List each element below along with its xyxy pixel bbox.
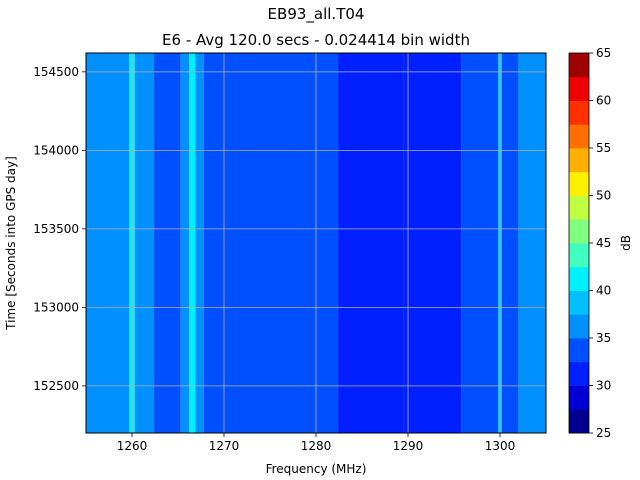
colorbar-segment	[569, 124, 589, 149]
colorbar	[568, 52, 590, 434]
heatmap-band-5	[189, 53, 196, 433]
x-tick-label: 1280	[301, 439, 332, 453]
colorbar-tick-label: 30	[596, 379, 611, 393]
x-tick-label: 1260	[117, 439, 148, 453]
colorbar-ticks: 25 30 35 40 45 50 55 60 65	[589, 46, 611, 440]
heatmap-band-6	[195, 53, 204, 433]
heatmap-band-13	[518, 53, 546, 433]
colorbar-tick-label: 65	[596, 46, 611, 60]
heatmap-band-0	[86, 53, 130, 433]
colorbar-tick-label: 60	[596, 94, 611, 108]
x-tick-label: 1270	[209, 439, 240, 453]
colorbar-label: dB	[619, 235, 633, 251]
colorbar-segment	[569, 195, 589, 220]
colorbar-tick-label: 40	[596, 284, 611, 298]
colorbar-segment	[569, 338, 589, 363]
y-tick-label: 153000	[33, 300, 79, 314]
heatmap-band-3	[154, 53, 181, 433]
heatmap-band-9	[403, 53, 462, 433]
colorbar-tick-label: 45	[596, 236, 611, 250]
colorbar-segment	[569, 243, 589, 268]
colorbar-segment	[569, 53, 589, 78]
colorbar-segment	[569, 76, 589, 101]
colorbar-tick-label: 35	[596, 331, 611, 345]
x-axis-label: Frequency (MHz)	[266, 462, 367, 476]
heatmap-band-12	[501, 53, 519, 433]
colorbar-segment	[569, 266, 589, 291]
colorbar-segment	[569, 219, 589, 244]
colorbar-segment	[569, 385, 589, 410]
grid-lines	[86, 53, 546, 433]
colorbar-segment	[569, 171, 589, 196]
colorbar-segment	[569, 409, 589, 434]
y-tick-label: 154500	[33, 65, 79, 79]
y-tick-label: 152500	[33, 379, 79, 393]
heatmap-band-8	[338, 53, 404, 433]
x-tick-label: 1300	[485, 439, 516, 453]
y-axis-label: Time [Seconds into GPS day]	[4, 156, 18, 331]
y-tick-label: 153500	[33, 222, 79, 236]
heatmap-band-2	[134, 53, 155, 433]
y-axis-ticks: 152500 153000 153500 154000 154500	[33, 65, 86, 393]
colorbar-segment	[569, 361, 589, 386]
colorbar-tick-label: 55	[596, 141, 611, 155]
chart-subtitle: E6 - Avg 120.0 secs - 0.024414 bin width	[162, 31, 470, 49]
colorbar-segment	[569, 314, 589, 339]
heatmap-band-10	[461, 53, 499, 433]
colorbar-segment	[569, 290, 589, 315]
colorbar-segment	[569, 148, 589, 173]
colorbar-tick-label: 50	[596, 189, 611, 203]
chart-title: EB93_all.T04	[268, 5, 365, 24]
x-tick-label: 1290	[393, 439, 424, 453]
x-axis-ticks: 1260 1270 1280 1290 1300	[117, 433, 516, 453]
colorbar-tick-label: 25	[596, 426, 611, 440]
y-tick-label: 154000	[33, 143, 79, 157]
heatmap-band-4	[180, 53, 190, 433]
colorbar-segment	[569, 100, 589, 125]
